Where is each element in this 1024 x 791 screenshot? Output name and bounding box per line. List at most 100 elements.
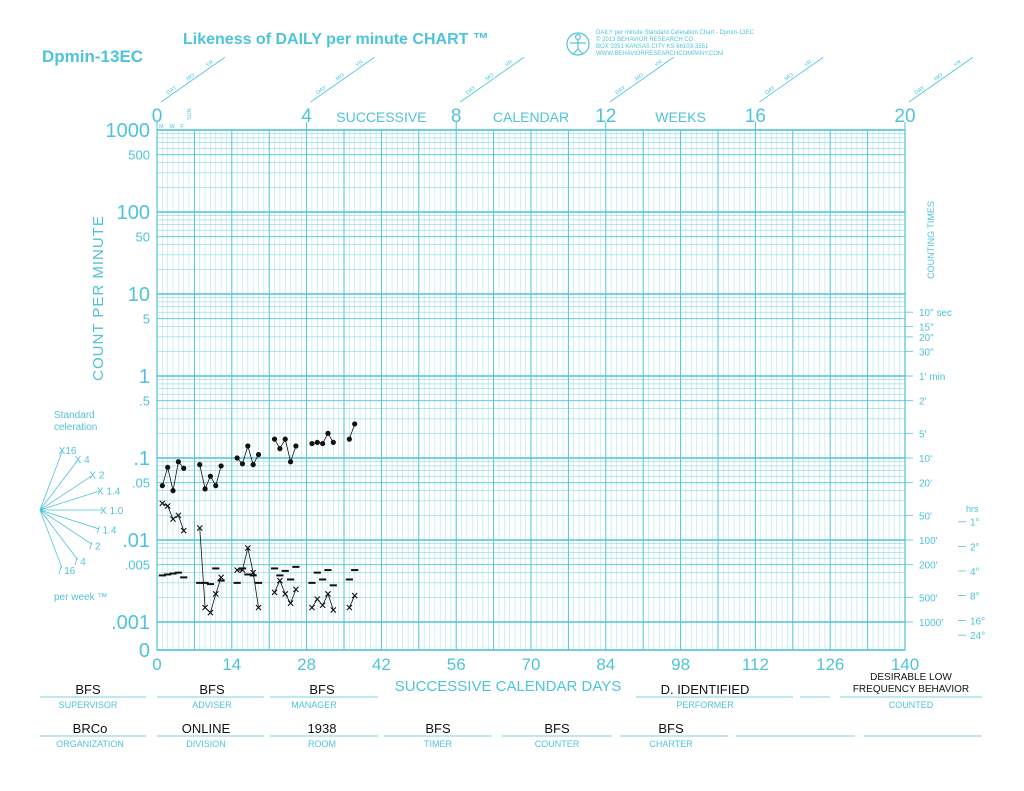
correct-dot: [330, 439, 336, 445]
date-slot-label: YR: [504, 59, 514, 68]
correct-dot: [314, 439, 320, 445]
correct-dot: [255, 452, 262, 458]
count-tick-label: .001: [111, 612, 150, 634]
day-tick-label: 70: [522, 655, 541, 674]
organization-caption: ORGANIZATION: [56, 739, 124, 749]
week-tick-label: 8: [451, 106, 462, 127]
date-slot-label: MO: [784, 72, 795, 82]
error-x: [212, 590, 219, 597]
error-x: [324, 590, 331, 597]
counting-time-label: 20": [919, 333, 934, 344]
celeration-title-2: celeration: [54, 422, 97, 433]
error-x: [255, 604, 262, 611]
week-tick-label: 20: [894, 106, 915, 127]
error-x-stroke: [287, 600, 294, 607]
count-tick-label: .5: [139, 394, 150, 409]
counting-time-label: 1000': [919, 618, 943, 629]
logo-figure: [566, 32, 590, 56]
date-slot-line: [609, 56, 674, 103]
organization-value: BRCo: [73, 721, 108, 736]
error-x-stroke: [207, 609, 214, 616]
chart-data-marks: [158, 421, 359, 616]
correct-dot: [282, 436, 288, 442]
celeration-fan-label: / 1.4: [97, 526, 117, 537]
error-x-stroke: [346, 604, 353, 611]
day-tick-label: 140: [891, 655, 919, 674]
celeration-fan-line: [39, 460, 78, 511]
hours-label: 8°: [970, 592, 980, 603]
error-x-stroke: [244, 544, 251, 551]
day-tick-label: 28: [297, 655, 316, 674]
date-slot-line: [759, 56, 824, 103]
count-tick-label: .005: [125, 558, 150, 573]
correct-dot: [207, 473, 214, 479]
x-axis-label: SUCCESSIVE CALENDAR DAYS: [395, 678, 621, 695]
correct-dot: [250, 462, 256, 468]
celeration-fan-label: X16: [59, 446, 77, 457]
date-slot-label: MO: [485, 72, 496, 82]
correct-dot: [325, 430, 331, 436]
hours-label: 16°: [970, 617, 985, 628]
error-x: [319, 602, 326, 609]
error-x: [282, 590, 289, 597]
error-x: [250, 569, 257, 576]
count-tick-label: .1: [133, 448, 150, 470]
celeration-fan-line: [39, 509, 100, 530]
error-x-stroke: [212, 590, 219, 597]
count-tick-label: .05: [132, 476, 150, 491]
division-caption: DIVISION: [186, 739, 226, 749]
counting-time-label: 50': [919, 511, 932, 522]
timer-value: BFS: [425, 721, 451, 736]
count-tick-label: 1: [139, 366, 150, 388]
counting-time-label: 2': [919, 397, 927, 408]
week-axis-word: CALENDAR: [493, 109, 569, 125]
error-x: [159, 500, 166, 507]
correct-dot: [320, 440, 326, 447]
manager-caption: MANAGER: [291, 700, 337, 710]
count-tick-label: 1000: [106, 120, 151, 142]
date-slot-label: MO: [933, 72, 944, 82]
error-x: [287, 600, 294, 607]
date-slot-label: DAY: [764, 85, 777, 96]
chart-code: Dpmin-13EC: [42, 47, 143, 66]
count-tick-label: 10: [128, 284, 150, 306]
day-tick-label: 84: [596, 655, 615, 674]
error-x: [175, 512, 182, 519]
y-axis-label: COUNT PER MINUTE: [90, 215, 107, 381]
date-slot: DAY MO YR: [609, 56, 674, 103]
week-tick-label: 0: [152, 106, 163, 127]
error-x: [196, 525, 203, 532]
series-line: [348, 423, 356, 440]
hours-label: 1°: [970, 518, 980, 529]
supervisor-caption: SUPERVISOR: [59, 700, 118, 710]
celeration-fan-label: X 1.0: [100, 506, 124, 517]
date-slot-label: DAY: [465, 85, 478, 96]
error-x: [244, 544, 251, 551]
counting-time-label: 10" sec: [919, 308, 952, 319]
counting-time-label: 20': [919, 479, 932, 490]
date-slot-label: DAY: [615, 85, 628, 96]
error-x-stroke: [282, 590, 289, 597]
correct-dot: [293, 443, 299, 449]
counting-time-label: 100': [919, 536, 938, 547]
date-slot-line: [908, 56, 974, 103]
publisher-line-4: WWW.BEHAVIORRESEARCHCOMPANY.COM: [596, 51, 723, 57]
day-letter: W: [170, 124, 176, 130]
manager-value: BFS: [309, 682, 335, 697]
error-x-stroke: [314, 596, 321, 603]
celeration-fan-label: X 4: [75, 455, 90, 466]
count-tick-label: .01: [122, 530, 150, 552]
count-tick-label: 500: [128, 148, 150, 163]
chart-title: Likeness of DAILY per minute CHART ™: [183, 31, 489, 48]
error-x-stroke: [202, 604, 209, 611]
room-caption: ROOM: [308, 739, 336, 749]
plot-frame: [156, 129, 906, 651]
error-x: [330, 607, 337, 614]
error-x: [234, 567, 241, 574]
date-slot-label: YR: [803, 59, 813, 68]
date-slot-line: [459, 56, 525, 103]
error-x: [292, 586, 299, 593]
week-axis-word: SUCCESSIVE: [336, 109, 426, 125]
celeration-fan-label: / 16: [59, 566, 76, 577]
